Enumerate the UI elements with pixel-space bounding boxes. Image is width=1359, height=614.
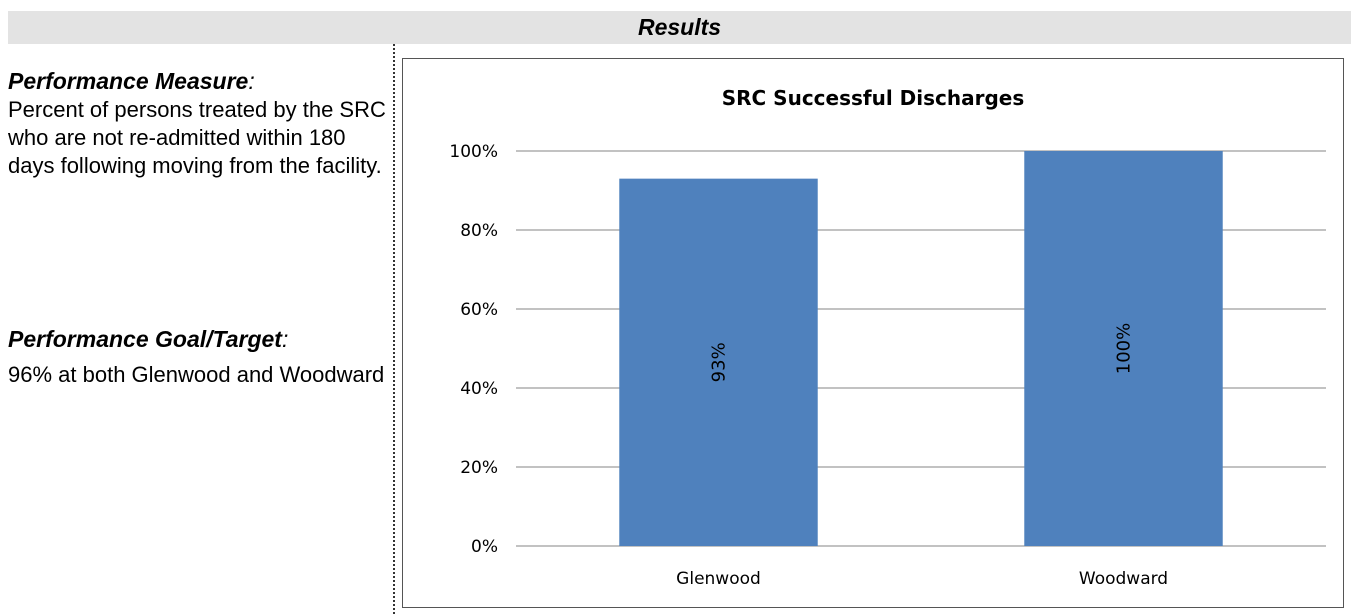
performance-goal-heading-text: Performance Goal/Target: [8, 326, 282, 352]
y-tick-label: 60%: [460, 300, 498, 320]
y-tick-label: 0%: [471, 537, 498, 557]
labels: 0% 20% 40% 60% 80% 100% Glenwood 93% Woodward 100…: [449, 142, 1168, 589]
bar-woodward: [1024, 151, 1223, 546]
bar-glenwood: [619, 178, 818, 546]
results-header: Results: [8, 11, 1351, 44]
data-label: 100%: [1114, 323, 1135, 374]
y-tick-label: 100%: [449, 142, 498, 162]
x-category-label: Woodward: [1079, 569, 1168, 589]
y-tick-label: 80%: [460, 221, 498, 241]
bar-chart: SRC Successful Discharges 0% 20% 40% 60% 80%…: [449, 86, 1326, 589]
performance-measure-heading: Performance Measure:: [8, 68, 255, 95]
bars: [619, 151, 1223, 546]
performance-goal-heading-colon: :: [281, 326, 289, 352]
chart-container: SRC Successful Discharges 0% 20% 40% 60% 80%…: [402, 58, 1344, 608]
results-title: Results: [637, 14, 722, 40]
performance-measure-text: Percent of persons treated by the SRC wh…: [8, 97, 386, 178]
performance-goal-heading: Performance Goal/Target:: [8, 326, 288, 353]
y-tick-label: 40%: [460, 379, 498, 399]
chart-title: SRC Successful Discharges: [722, 86, 1025, 110]
performance-goal-text: 96% at both Glenwood and Woodward: [8, 362, 385, 387]
data-label: 93%: [709, 342, 730, 382]
performance-measure-heading-text: Performance Measure: [8, 68, 249, 94]
y-tick-label: 20%: [460, 458, 498, 478]
left-panel: Performance Measure: Percent of persons …: [0, 44, 395, 614]
performance-measure-heading-colon: :: [248, 68, 255, 94]
x-category-label: Glenwood: [676, 569, 761, 589]
